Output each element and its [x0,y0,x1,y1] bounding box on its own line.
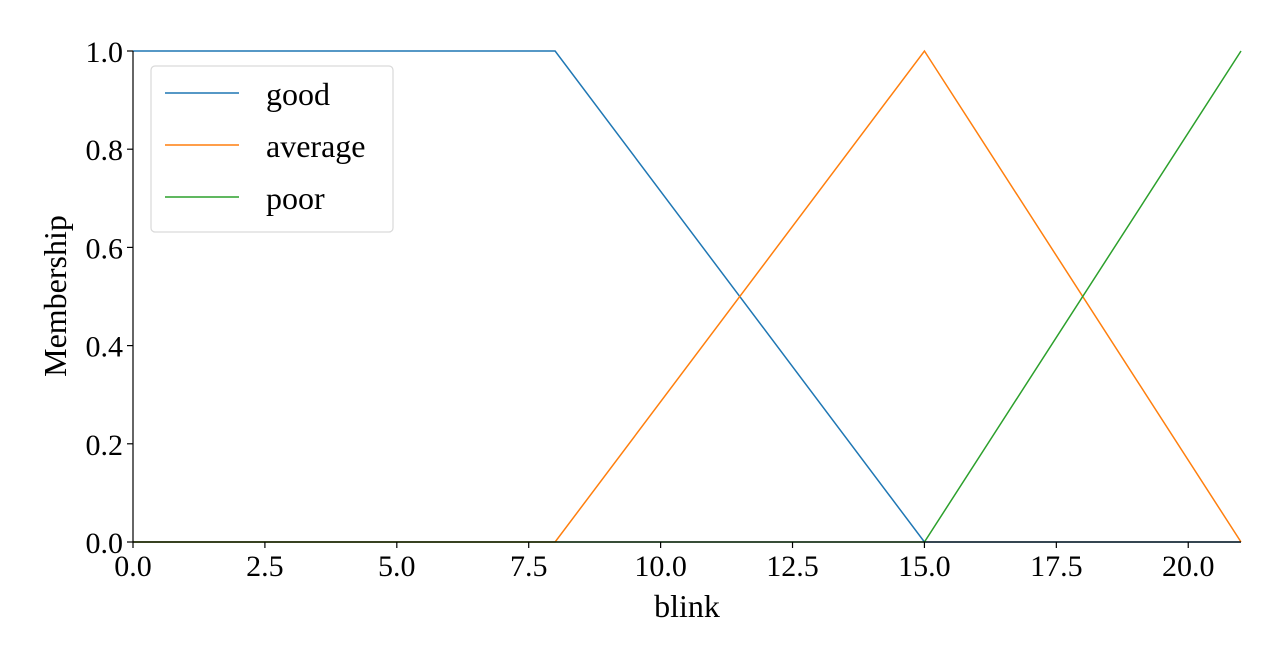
x-tick-label: 2.5 [246,550,284,583]
x-tick-label: 17.5 [1030,550,1083,583]
x-tick-label: 10.0 [634,550,687,583]
x-axis-label: blink [654,588,720,624]
legend-box [150,65,394,233]
legend-label-poor: poor [266,180,325,216]
x-tick-label: 7.5 [510,550,548,583]
x-tick-label: 12.5 [766,550,819,583]
legend-label-good: good [266,76,330,112]
legend-label-average: average [266,128,365,164]
x-tick-label: 0.0 [114,550,152,583]
ticks-layer: 0.0 2.5 5.0 7.5 10.0 12.5 15.0 17.5 20.0 0.0 0.2 0.… [86,36,1215,583]
y-tick-label: 0.8 [86,134,124,167]
y-tick-label: 0.6 [86,232,124,265]
x-tick-label: 15.0 [898,550,951,583]
x-tick-label: 5.0 [378,550,416,583]
y-axis-label: Membership [37,215,73,377]
y-tick-label: 0.0 [86,527,124,560]
y-tick-label: 0.4 [86,331,124,364]
legend: good average poor [150,65,394,233]
y-tick-label: 0.2 [86,429,124,462]
x-tick-label: 20.0 [1162,550,1215,583]
y-tick-label: 1.0 [86,36,124,69]
